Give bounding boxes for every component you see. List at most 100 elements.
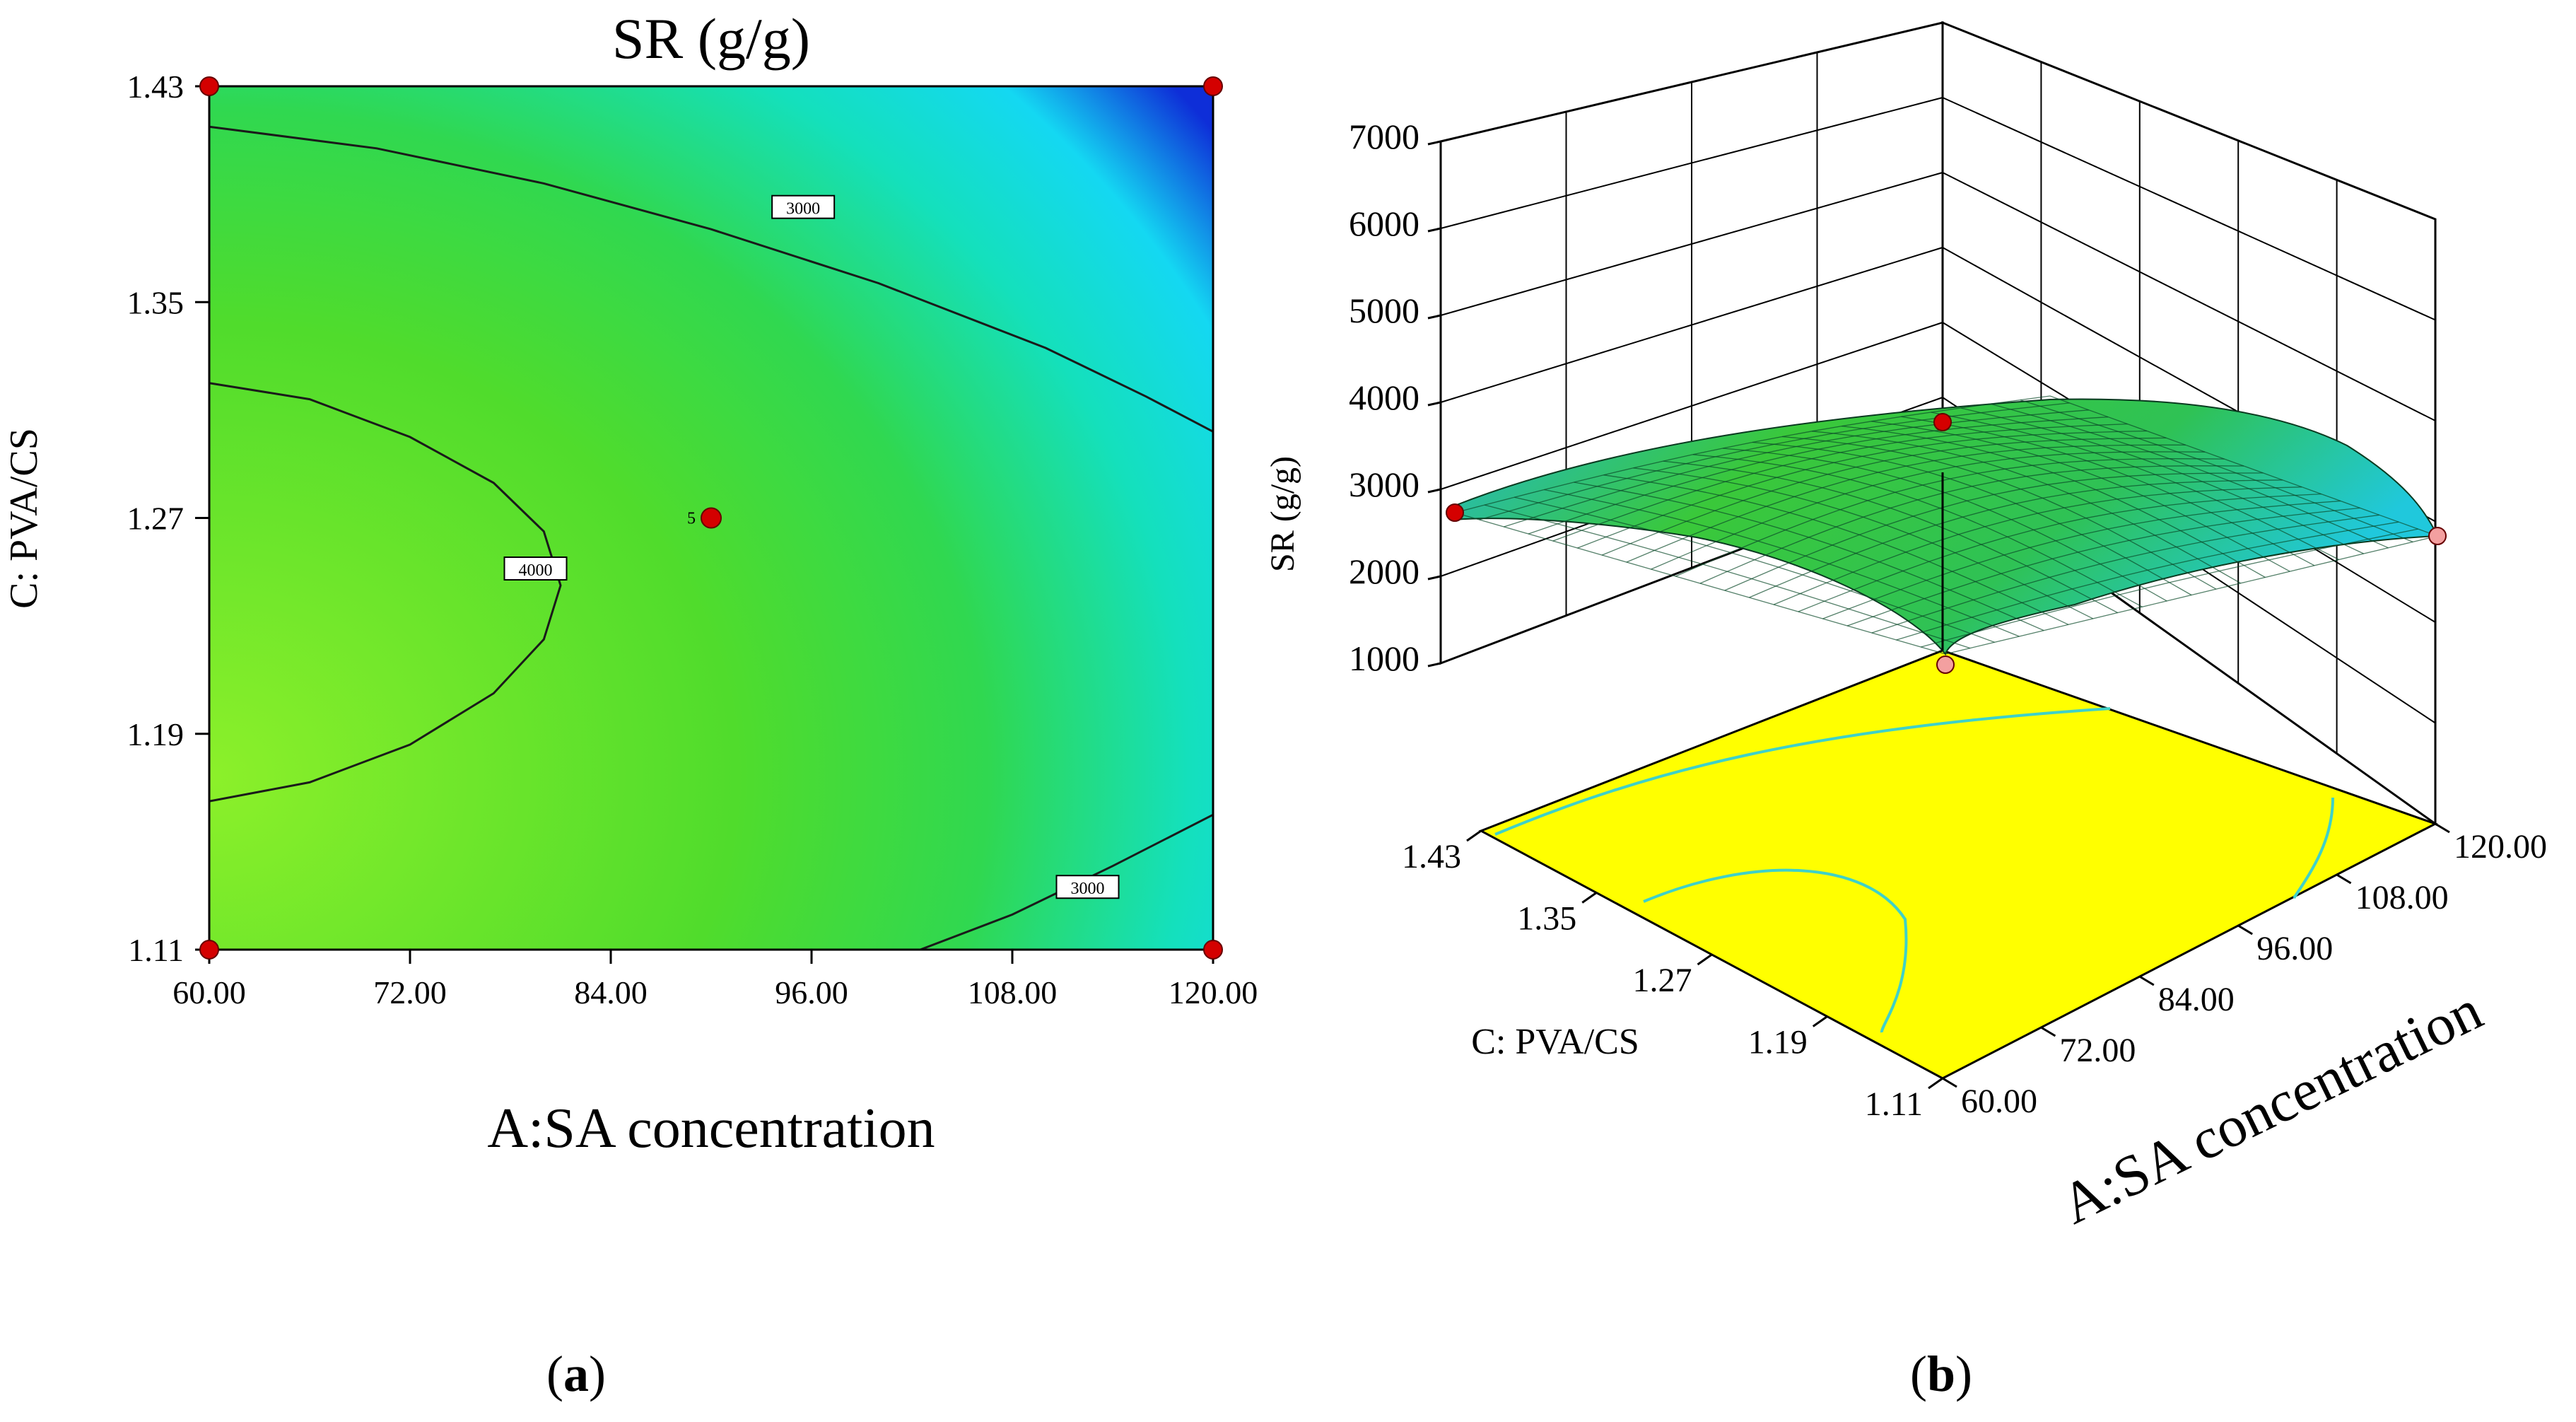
surface-x-tick: [2336, 873, 2352, 885]
floor-contour-upper: [1494, 707, 2111, 836]
contour-label-box: [1055, 875, 1120, 899]
surface-mesh-line: [1901, 416, 2315, 566]
surface-mesh-line: [1960, 407, 2364, 554]
surface-mesh-line: [1454, 512, 1946, 655]
center-point: [701, 507, 722, 529]
contour-x-tick-label: 84.00: [574, 974, 648, 1010]
surface-mesh-line: [1574, 482, 2044, 631]
surface-z-tick-label: 4000: [1349, 378, 1419, 417]
surface-z-tick-label: 2000: [1349, 552, 1419, 591]
surface-y-tick: [1812, 1015, 1828, 1027]
surface-y-tick-label: 1.19: [1748, 1024, 1808, 1061]
contour-label-box: [771, 194, 836, 219]
surface-design-point: [1933, 413, 1952, 431]
contour-label-1: 3000: [1071, 880, 1105, 898]
contour-x-tick-label: 60.00: [172, 974, 246, 1010]
contour-line-3000-0: [209, 125, 1213, 433]
surface-y-tick: [1466, 829, 1482, 842]
surface-mesh-line: [1484, 504, 1971, 649]
surface-z-tick-label: 6000: [1349, 204, 1419, 243]
surface-z-tick-label: 7000: [1349, 117, 1419, 156]
contour-y-axis-label: C: PVA/CS: [2, 428, 46, 609]
surface-x-tick: [2237, 924, 2253, 936]
floor-contour-right: [2293, 797, 2334, 899]
surface-y-tick-label: 1.43: [1402, 838, 1461, 875]
contour-x-axis-label: A:SA concentration: [487, 1097, 935, 1160]
surface-x-tick-label: 60.00: [1961, 1083, 2037, 1120]
surface-z-tick: [1427, 575, 1441, 581]
surface-mesh-line: [1842, 425, 2266, 578]
surface-z-tick: [1427, 488, 1441, 494]
surface-z-tick-label: 3000: [1349, 465, 1419, 504]
caption-a: (a): [546, 1346, 606, 1402]
surface-x-tick-label: 120.00: [2454, 828, 2547, 866]
surface-mesh-line: [1663, 460, 2118, 614]
right-wall-gridline: [1942, 172, 2436, 421]
surface-mesh-line: [1692, 454, 2143, 607]
surface-design-point: [1936, 655, 1955, 674]
design-point: [1203, 940, 1223, 960]
contour-y-tick-label: 1.43: [127, 69, 185, 105]
surface-mesh-line: [1633, 467, 2094, 619]
surface-x-axis-label: A:SA concentration: [2051, 977, 2491, 1236]
surface-mesh-line: [2049, 395, 2438, 537]
surface-z-tick-label: 1000: [1349, 639, 1419, 678]
surface-panel: 1000 2000 3000 4000 5000 6000 7000 1.43 1.35 1.27…: [1264, 21, 2547, 1236]
contour-panel: SR (g/g) 3000 3000 4000 60.00 72.00 84.00 96.…: [2, 6, 1258, 1160]
surface-x-tick-label: 72.00: [2059, 1032, 2136, 1069]
surface-x-tick: [2435, 822, 2450, 834]
surface-y-tick: [1697, 953, 1713, 966]
right-wall-gridline: [1942, 97, 2436, 321]
surface-y-tick-label: 1.27: [1633, 962, 1692, 999]
contour-x-tick-label: 108.00: [968, 974, 1058, 1010]
design-point: [199, 76, 219, 96]
surface-mesh-line: [2020, 399, 2413, 543]
surface-mesh-line: [1871, 421, 2290, 572]
caption-b: (b): [1910, 1346, 1972, 1402]
contour-y-tick-label: 1.27: [127, 501, 185, 537]
design-point: [199, 940, 219, 960]
surface-mesh-line: [1990, 403, 2389, 549]
surface-mesh-line: [1603, 474, 2069, 625]
contour-y-tick-label: 1.35: [127, 284, 185, 320]
surface-z-tick-label: 5000: [1349, 291, 1419, 330]
surface-z-tick: [1427, 314, 1441, 320]
center-point-label: 5: [687, 510, 696, 528]
contour-x-tick-label: 96.00: [775, 974, 848, 1010]
surface-design-point: [2428, 527, 2447, 545]
surface-z-tick: [1427, 662, 1441, 668]
surface-x-tick-label: 108.00: [2355, 879, 2449, 916]
contour-label-box: [503, 556, 568, 581]
surface-x-tick-label: 84.00: [2158, 981, 2235, 1018]
surface-y-axis-label: C: PVA/CS: [1471, 1022, 1639, 1062]
floor-contour-middle: [1643, 868, 1908, 1033]
surface-mesh-line: [1812, 431, 2241, 584]
surface-x-tick: [2139, 975, 2155, 986]
surface-z-tick: [1427, 227, 1441, 233]
surface-y-tick: [1928, 1077, 1943, 1090]
surface-mesh-line: [1931, 412, 2340, 560]
surface-mesh-line: [1514, 496, 1995, 643]
surface-x-tick: [2040, 1026, 2056, 1037]
surface-mesh-line: [1544, 489, 2020, 637]
contour-x-tick-label: 72.00: [373, 974, 447, 1010]
contour-y-tick-label: 1.19: [127, 716, 185, 752]
surface-y-tick-label: 1.35: [1517, 900, 1576, 938]
contour-title: SR (g/g): [612, 6, 810, 71]
contour-y-tick-label: 1.11: [128, 932, 184, 968]
surface-mesh-line: [1752, 441, 2192, 596]
surface-y-tick: [1581, 892, 1598, 904]
contour-x-tick-label: 120.00: [1169, 974, 1258, 1010]
surface-mesh-line: [1782, 436, 2217, 590]
surface-z-tick: [1427, 140, 1441, 146]
surface-z-axis-label: SR (g/g): [1264, 456, 1301, 572]
surface-mesh-line: [1722, 448, 2167, 602]
surface-z-tick: [1427, 401, 1441, 407]
design-point: [1203, 76, 1223, 96]
surface-y-tick-label: 1.11: [1865, 1085, 1923, 1123]
contour-label-0: 3000: [786, 200, 820, 218]
surface-design-point: [1446, 503, 1464, 522]
contour-line-4000-2: [209, 382, 562, 803]
surface-x-tick-label: 96.00: [2256, 930, 2333, 967]
